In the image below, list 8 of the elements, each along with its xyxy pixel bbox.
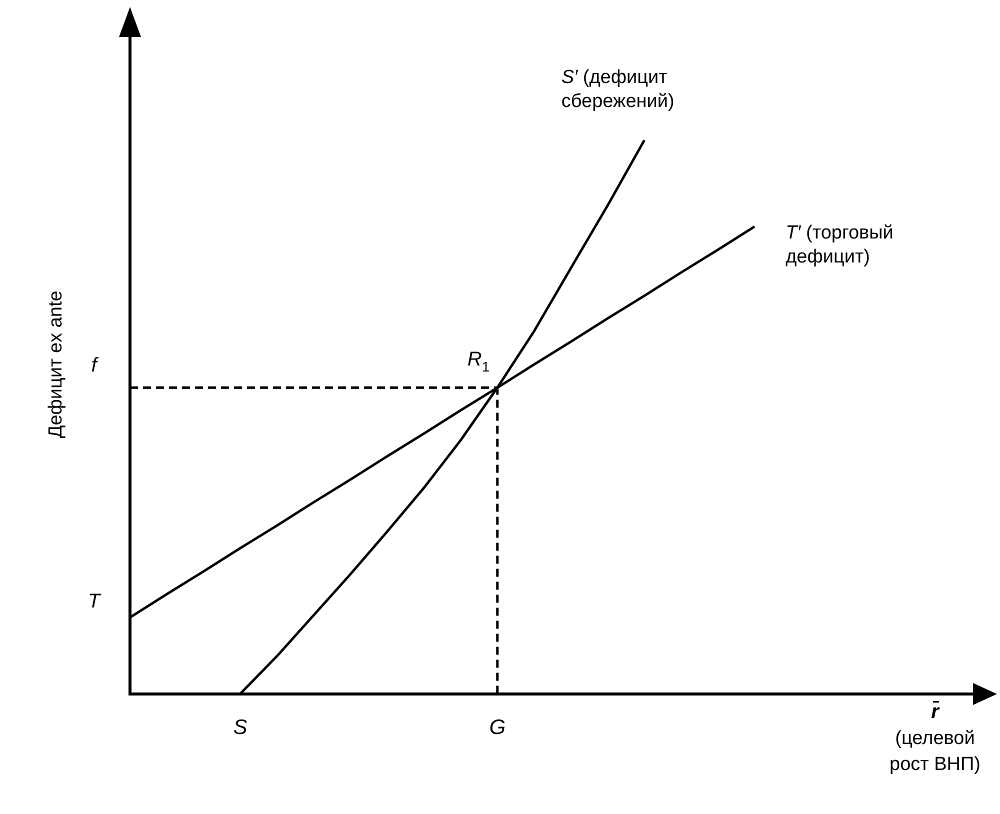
text: S′ (дефицит сбережений) [561,67,674,112]
ref-line-label: f [91,354,100,377]
x-tick-label: G [489,716,506,740]
x-axis-title: r̄ (целевой рост ВНП) [890,700,980,775]
series-label: T′ (торговый дефицит) [786,222,894,268]
text: T [88,590,102,612]
x-tick-label: S [233,716,248,740]
y-axis-title: Дефицит ex ante [46,290,67,438]
